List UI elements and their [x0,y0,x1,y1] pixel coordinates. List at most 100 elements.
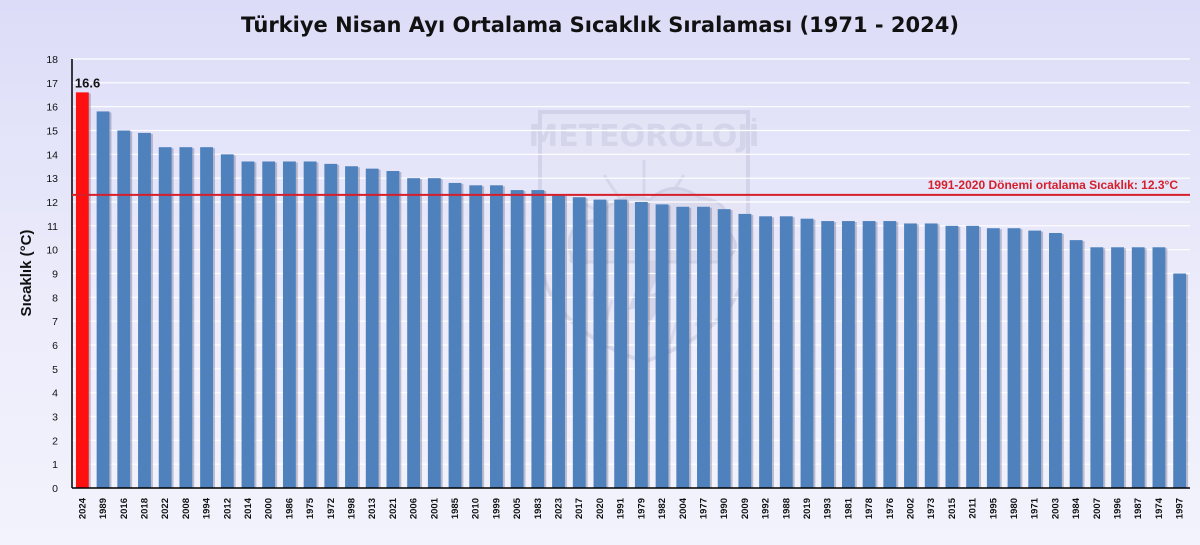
bar [593,199,607,488]
bar [800,218,814,488]
bar [572,197,586,488]
bar [510,190,524,489]
bar [200,147,213,488]
bar [345,166,358,488]
x-tick-label: 2009 [740,498,751,519]
bar [862,221,876,489]
x-tick-label: 1982 [657,498,668,519]
y-tick-label: 12 [46,197,58,209]
bar [490,185,503,489]
bar [738,213,752,488]
x-tick-label: 2022 [160,498,171,519]
x-tick-label: 1992 [761,498,772,519]
x-tick-label: 1998 [347,498,358,519]
chart-title: Türkiye Nisan Ayı Ortalama Sıcaklık Sıra… [241,13,959,37]
y-axis-label: Sıcaklık (°C) [18,230,35,317]
x-tick-label: 1997 [1175,498,1186,519]
x-tick-label: 1975 [305,497,316,519]
bar [386,171,400,488]
x-axis-ticks: 2024 1989 2016 2018 2022 2008 1994 2012 2014 2000… [77,497,1185,519]
y-tick-label: 3 [52,412,58,424]
x-tick-label: 2021 [388,497,399,519]
y-tick-label: 10 [46,245,58,257]
x-tick-label: 1973 [926,498,937,519]
x-tick-label: 2019 [802,498,813,519]
bar [448,182,462,488]
y-tick-label: 16 [46,102,58,114]
bar [1111,247,1124,488]
x-tick-label: 1977 [698,498,709,519]
x-tick-label: 2023 [554,498,565,519]
bar [945,225,959,489]
x-tick-label: 1976 [885,498,896,519]
bar [779,216,793,489]
bar [904,223,917,488]
x-tick-label: 2008 [181,498,192,519]
y-tick-label: 6 [52,340,58,352]
x-tick-label: 1990 [719,498,730,519]
x-tick-label: 1989 [98,498,109,519]
x-tick-label: 1995 [988,497,999,519]
bar [427,178,441,488]
bar [924,223,938,488]
x-tick-label: 2017 [574,498,585,519]
x-tick-label: 1987 [1133,498,1144,519]
x-tick-label: 1974 [1154,497,1165,519]
x-tick-label: 1994 [202,497,213,519]
bar [407,178,421,488]
bar [241,161,255,488]
x-tick-label: 2004 [678,497,689,519]
x-tick-label: 2011 [968,497,979,518]
bar [966,225,980,489]
bar [220,154,234,489]
x-tick-label: 1984 [1071,497,1082,519]
x-tick-label: 2003 [1050,498,1061,519]
x-tick-label: 2006 [409,498,420,519]
x-tick-label: 1988 [781,498,792,519]
x-tick-label: 1985 [450,497,461,519]
bar [821,221,835,489]
y-tick-label: 14 [46,149,58,161]
bar [365,168,379,488]
bar [531,190,545,489]
y-tick-label: 2 [52,435,58,447]
x-tick-label: 2018 [139,498,150,519]
x-tick-label: 2016 [119,498,130,519]
bar [1173,273,1187,488]
bar [96,111,110,488]
bar [986,228,1000,488]
bar [179,147,193,488]
x-tick-label: 2012 [222,498,233,519]
x-tick-label: 2001 [429,497,440,519]
average-reference-label: 1991-2020 Dönemi ortalama Sıcaklık: 12.3… [928,178,1179,192]
bar [1028,230,1042,488]
y-tick-label: 11 [47,221,58,233]
bar [634,202,648,488]
x-tick-label: 1981 [843,497,854,519]
bar [676,206,690,488]
x-tick-label: 1983 [533,498,544,519]
bar [717,209,731,488]
y-tick-label: 1 [52,459,58,471]
y-tick-label: 17 [46,78,58,90]
bar [282,161,296,488]
x-tick-label: 2002 [906,498,917,519]
bar [1049,232,1062,488]
y-tick-label: 8 [52,292,58,304]
bar [469,185,483,489]
y-tick-label: 15 [46,126,58,138]
x-tick-label: 2005 [512,497,523,519]
y-tick-label: 13 [46,173,58,185]
bar [655,204,669,488]
bar [1090,247,1104,488]
x-tick-label: 2000 [264,498,275,519]
y-tick-label: 18 [46,54,58,66]
x-tick-label: 1991 [616,497,627,519]
gridlines [72,58,1190,465]
x-tick-label: 1979 [636,498,647,519]
x-tick-label: 1986 [284,498,295,519]
bar [262,161,276,488]
bar [138,132,151,488]
y-tick-label: 7 [52,316,58,328]
